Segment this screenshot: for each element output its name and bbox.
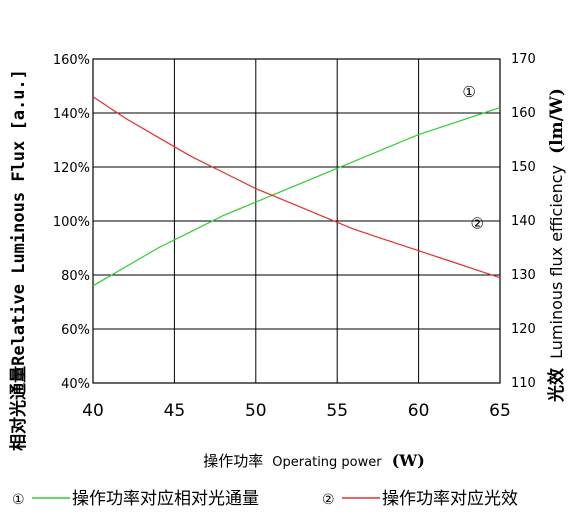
legend: ① 操作功率对应相对光通量 ② 操作功率对应光效	[12, 489, 518, 509]
y-right-tick-label: 140	[511, 214, 536, 229]
y-left-tick-label: 60%	[61, 323, 90, 338]
legend-marker: ①	[12, 492, 25, 508]
y-left-tick-label: 80%	[61, 269, 90, 284]
x-axis-label: 操作功率 Operating power (W)	[203, 451, 425, 470]
x-tick-label: 45	[164, 401, 186, 421]
series-markers: ①②	[462, 83, 484, 233]
legend-marker: ②	[322, 492, 335, 508]
y-right-tick-label: 160	[511, 106, 536, 121]
x-tick-labels: 40 45 50 55 60 65	[82, 401, 511, 421]
x-axis-label-unit: (W)	[392, 451, 425, 470]
x-tick-label: 40	[82, 401, 104, 421]
y-right-tick-label: 170	[511, 52, 536, 67]
x-axis-label-en: Operating power	[272, 455, 382, 470]
x-axis-label-cn: 操作功率	[203, 452, 263, 470]
y-left-tick-label: 140%	[53, 107, 90, 122]
x-tick-label: 60	[408, 401, 430, 421]
y-left-tick-label: 100%	[53, 215, 90, 230]
series-line-1	[92, 107, 501, 287]
x-tick-label: 55	[326, 401, 348, 421]
legend-label: 操作功率对应光效	[382, 489, 518, 509]
y-right-tick-label: 120	[511, 322, 536, 337]
y-axis-label-left: 相对光通量Relative Luminous Flux [a.u.]	[8, 69, 29, 451]
y-left-tick-label: 40%	[61, 377, 90, 392]
x-tick-label: 65	[489, 401, 511, 421]
y-right-tick-label: 130	[511, 268, 536, 283]
y-left-tick-label: 160%	[53, 53, 90, 68]
series-line-2	[92, 96, 501, 279]
plot-frame	[92, 58, 501, 384]
x-tick-label: 50	[245, 401, 267, 421]
y-right-tick-label: 150	[511, 160, 536, 175]
y-right-tick-labels: 110 120 130 140 150 160 170	[511, 52, 536, 391]
y-axis-label-right: 光效 Luminous flux efficiency (lm/W)	[546, 88, 567, 403]
grid-lines	[93, 59, 500, 383]
y-left-tick-labels: 40% 60% 80% 100% 120% 140% 160%	[53, 53, 90, 392]
series-lines	[92, 96, 501, 287]
y-left-tick-label: 120%	[53, 161, 90, 176]
series-2-marker: ②	[470, 215, 483, 233]
legend-label: 操作功率对应相对光通量	[72, 489, 259, 509]
y-axis-label-right-unit: (lm/W)	[547, 88, 567, 154]
series-1-marker: ①	[462, 83, 475, 101]
y-axis-label-right-en: Luminous flux efficiency	[547, 165, 566, 359]
y-axis-label-right-cn: 光效	[546, 368, 567, 403]
y-right-tick-label: 110	[511, 376, 536, 391]
